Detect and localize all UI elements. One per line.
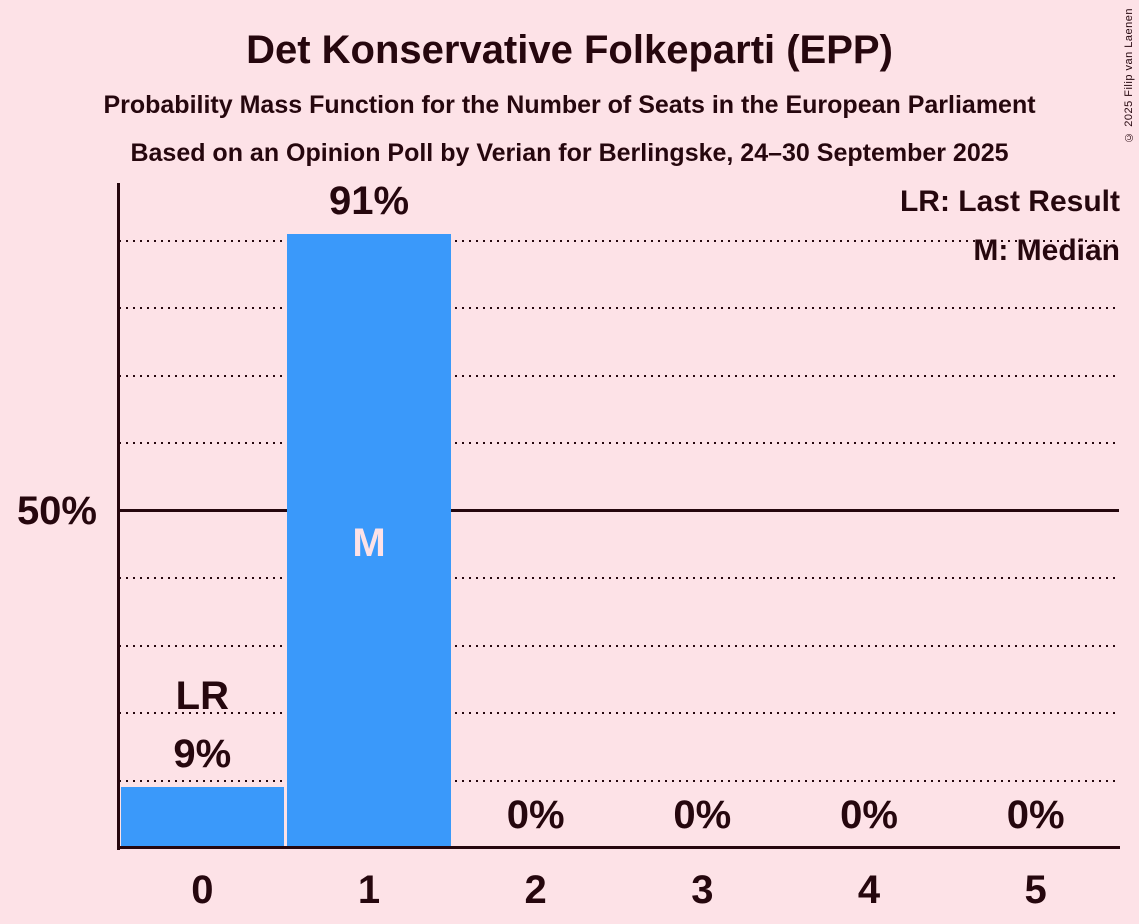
chart-subtitle-pmf: Probability Mass Function for the Number… [103, 91, 1036, 119]
bar-seats-1 [287, 234, 451, 847]
x-tick-label-3: 3 [691, 868, 714, 912]
legend: LR: Last Result M: Median [900, 177, 1120, 275]
chart-title: Det Konservative Folkeparti (EPP) [246, 28, 893, 72]
gridline-40pct [119, 577, 1119, 580]
y-axis-line [117, 183, 120, 850]
bar-value-label-5: 0% [1006, 793, 1065, 837]
x-tick-label-5: 5 [1024, 868, 1047, 912]
legend-median: M: Median [973, 234, 1120, 267]
x-axis-line [117, 846, 1120, 849]
gridline-30pct [119, 644, 1119, 647]
bar-seats-0 [120, 787, 285, 847]
gridline-80pct [119, 307, 1119, 310]
bar-value-label-3: 0% [673, 793, 732, 837]
x-tick-label-0: 0 [191, 868, 214, 912]
gridline-solid-50pct [119, 509, 1119, 513]
y-axis-tick-label-50: 50% [16, 489, 97, 533]
gridline-60pct [119, 442, 1119, 445]
bar-value-label-4: 0% [840, 793, 898, 837]
gridline-90pct [119, 240, 1119, 243]
copyright-notice: © 2025 Filip van Laenen [1123, 8, 1135, 143]
chart-subtitle-poll: Based on an Opinion Poll by Verian for B… [130, 139, 1009, 167]
x-tick-label-4: 4 [857, 868, 881, 912]
bar-value-label-1: 91% [328, 179, 410, 224]
x-tick-label-2: 2 [524, 868, 547, 912]
median-marker: M [352, 521, 386, 566]
gridline-20pct [119, 712, 1119, 715]
bar-value-label-2: 0% [506, 793, 565, 837]
legend-last-result: LR: Last Result [899, 185, 1120, 218]
bar-value-label-0: 9% [173, 732, 232, 777]
x-tick-label-1: 1 [357, 868, 381, 912]
gridline-10pct [119, 779, 1119, 782]
gridline-70pct [119, 374, 1119, 377]
last-result-marker: LR [175, 674, 229, 719]
